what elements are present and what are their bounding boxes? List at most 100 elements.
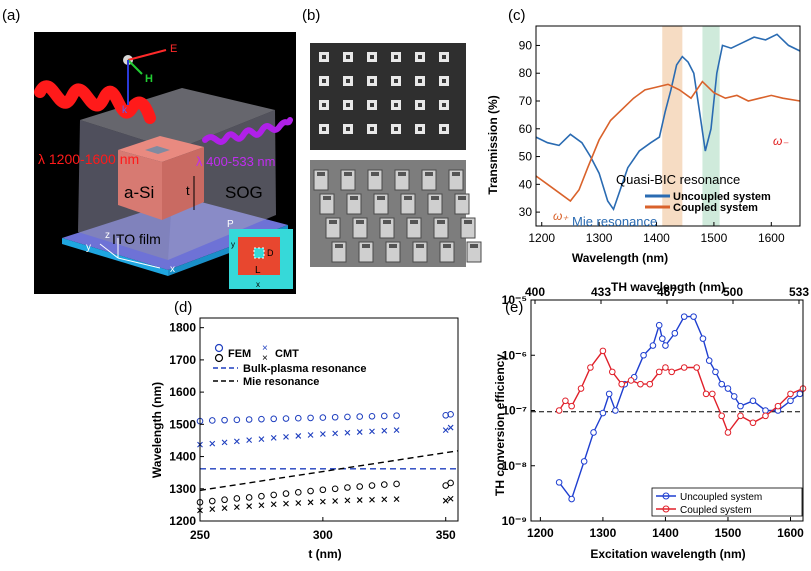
- sem-tilted-pillar-hole: [425, 172, 433, 176]
- d-point-cmt: [246, 503, 253, 510]
- e-series-point-1: [774, 402, 782, 410]
- d-point-cmt: [209, 440, 216, 447]
- sem-tilted-pillar-hole: [452, 172, 460, 176]
- lambda-vis-label: λ 400-533 nm: [196, 154, 276, 169]
- panel-a: (a) E H k λ 1200-1600 nm λ 400-533 nm a-…: [2, 7, 296, 294]
- d-axes-frame: [199, 317, 459, 522]
- sem-pillar-hole: [346, 79, 350, 83]
- e-series-point-0: [671, 329, 679, 337]
- d-point-fem: [356, 483, 364, 490]
- d-legend-fem: FEM: [228, 348, 251, 360]
- d-ylabel: Wavelength (nm): [150, 382, 164, 478]
- d-point-cmt: [332, 498, 339, 504]
- d-point-cmt: [307, 499, 314, 506]
- sem-tilted-pillar-hole: [443, 244, 451, 248]
- asi-left-face: [118, 150, 162, 220]
- c-series-line-1: [535, 80, 801, 203]
- sem-pillar-hole: [418, 79, 422, 83]
- c-ytick-label: 70: [519, 94, 533, 108]
- sem-tilted-pillar-hole: [398, 172, 406, 176]
- d-point-cmt: [258, 502, 265, 509]
- panel-b: (b): [302, 7, 482, 267]
- d-point-fem: [442, 412, 450, 419]
- d-point-fem: [294, 489, 302, 496]
- d-point-cmt: [356, 429, 363, 435]
- d-point-fem: [447, 479, 454, 487]
- e-x2tick-label: 400: [525, 285, 545, 299]
- axis-e-label: E: [170, 43, 177, 55]
- e-series-point-0: [718, 380, 726, 388]
- e-series-point-1: [618, 380, 625, 388]
- sem-pillar-hole: [322, 79, 326, 83]
- d-point-cmt: [319, 498, 326, 505]
- sem-tilted-pillars: [313, 169, 482, 263]
- panel-label-c: (c): [508, 7, 526, 24]
- e-series-point-0: [605, 390, 613, 398]
- e-series-point-1: [702, 390, 710, 398]
- e-series-point-0: [680, 313, 688, 320]
- e-legend-box: [651, 487, 803, 517]
- e-x2tick-label: 433: [591, 285, 611, 299]
- sem-tilted-pillar-hole: [410, 220, 418, 224]
- d-ytick-label: 1700: [169, 353, 196, 367]
- d-point-fem: [258, 415, 265, 423]
- axis-x-label: x: [170, 264, 175, 275]
- d-point-cmt: [344, 497, 351, 504]
- panel-label-b: (b): [302, 7, 320, 24]
- c-omega-minus-label: ω₋: [773, 134, 789, 148]
- panel-label-e: (e): [505, 299, 523, 316]
- d-point-cmt: [283, 434, 289, 440]
- e-series-point-1: [693, 364, 701, 371]
- inset-l-label: L: [255, 265, 261, 276]
- e-xtick-label: 1300: [590, 526, 617, 540]
- d-point-fem: [380, 412, 388, 420]
- e-series-point-1: [587, 364, 594, 371]
- d-legend-fem-black: [214, 353, 224, 363]
- e-series-point-1: [599, 347, 607, 355]
- sem-tilted-pillar-hole: [470, 244, 478, 248]
- e-series-point-1: [608, 368, 616, 376]
- d-point-fem: [208, 497, 216, 505]
- d-point-cmt: [381, 427, 388, 434]
- e-series-point-1: [737, 412, 744, 420]
- d-point-fem: [270, 415, 278, 423]
- d-ytick-label: 1800: [169, 321, 196, 335]
- substrate-edge-left: [62, 238, 168, 276]
- sem-pillar-hole: [442, 79, 446, 83]
- e-series-point-0: [762, 407, 769, 414]
- sem-tilted-pillar-hole: [431, 196, 439, 200]
- d-point-fem: [368, 482, 376, 489]
- d-xtick-label: 350: [436, 528, 456, 542]
- e-series-point-1: [668, 368, 675, 376]
- d-point-fem: [282, 490, 290, 497]
- e-series-point-0: [580, 458, 588, 465]
- e-series-point-0: [787, 397, 794, 405]
- e-series-point-0: [705, 357, 713, 364]
- d-point-fem: [344, 484, 351, 491]
- axis-x-line: [117, 257, 161, 269]
- e-x2label: TH wavelength (nm): [611, 280, 725, 294]
- d-legend-cmt-blue: ×: [262, 343, 268, 354]
- sem-tilted-pillar-hole: [377, 196, 385, 200]
- axis-h-label: H: [145, 73, 153, 85]
- d-point-cmt: [295, 500, 302, 506]
- d-point-cmt: [344, 429, 351, 436]
- d-point-fem: [331, 413, 339, 421]
- d-point-cmt: [209, 506, 216, 512]
- sem-tilted-pillar-hole: [437, 220, 445, 224]
- e-series-point-0: [724, 385, 732, 392]
- d-point-fem: [221, 496, 228, 504]
- sem-pillar-hole: [346, 103, 350, 107]
- d-point-cmt: [393, 427, 400, 434]
- d-point-cmt: [442, 497, 449, 504]
- e-series-point-1: [749, 419, 757, 427]
- d-point-fem: [282, 415, 290, 422]
- inset-x-label: x: [256, 280, 260, 289]
- d-point-cmt: [221, 439, 228, 446]
- c-ytick-label: 40: [519, 177, 533, 191]
- c-quasi-bic-label: Quasi-BIC resonance: [616, 172, 740, 187]
- d-point-cmt: [258, 436, 265, 443]
- sem-pillar-hole: [394, 55, 398, 59]
- d-point-cmt: [381, 496, 388, 503]
